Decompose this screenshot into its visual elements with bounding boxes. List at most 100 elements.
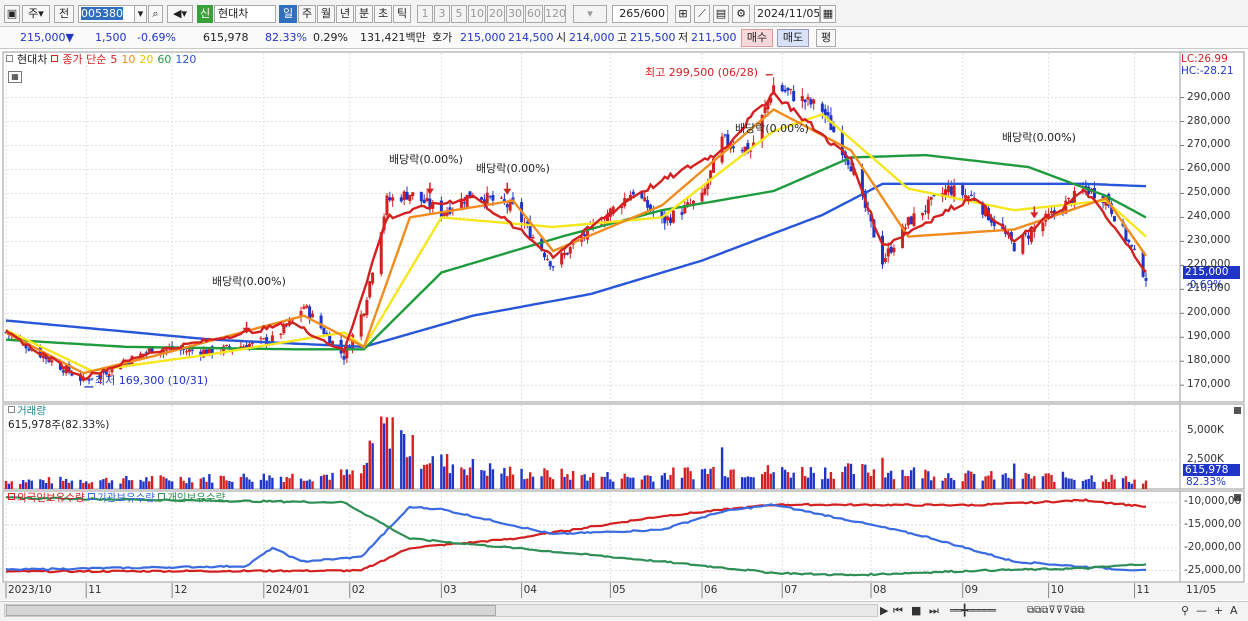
table-icon[interactable]: ▦	[8, 71, 22, 83]
period-button-5[interactable]: 초	[374, 5, 392, 23]
volume-bar	[351, 470, 354, 489]
volume-close-icon[interactable]	[1234, 407, 1241, 414]
period-button-6[interactable]: 틱	[393, 5, 411, 23]
candle-body	[431, 202, 435, 209]
volume-bar	[42, 480, 45, 489]
volume-value: 615,978	[203, 31, 249, 44]
volume-bar	[259, 479, 263, 489]
legend-ma60: 60	[157, 53, 172, 66]
volume-bar	[245, 477, 248, 489]
period-button-0[interactable]: 일	[279, 5, 297, 23]
interval-button-10[interactable]: 10	[468, 5, 486, 23]
type-select[interactable]: 주▾	[22, 5, 50, 23]
rewind-icon[interactable]: ⏮	[893, 604, 903, 617]
volume-bar	[752, 477, 755, 489]
candle-body	[1130, 244, 1134, 247]
x-tick-label: 08	[873, 584, 887, 596]
volume-bar	[540, 476, 543, 489]
volume-bar	[463, 469, 466, 489]
holding-close-icon[interactable]	[1234, 494, 1241, 501]
stock-code-input[interactable]: 005380	[78, 5, 136, 23]
stock-name-field[interactable]: 현대차	[214, 5, 276, 23]
volume-bar	[362, 465, 366, 489]
zoom-out-icon[interactable]: ⚲	[1181, 604, 1190, 617]
sound-icon[interactable]: ◀▾	[167, 5, 193, 23]
minus-icon[interactable]: —	[1196, 604, 1207, 617]
candle-body	[279, 333, 283, 336]
volume-bar	[881, 457, 884, 489]
interval-dropdown[interactable]: ▾	[573, 5, 607, 23]
date-field[interactable]: 2024/11/05	[754, 5, 820, 23]
interval-button-60[interactable]: 60	[525, 5, 543, 23]
interval-button-3[interactable]: 3	[434, 5, 450, 23]
font-size-icon[interactable]: A	[1230, 604, 1238, 617]
zoom-slider-icon[interactable]: ══╋═════	[950, 604, 996, 617]
period-button-1[interactable]: 주	[298, 5, 316, 23]
gear-icon[interactable]: ⚙	[732, 5, 750, 23]
calendar-icon[interactable]: ▦	[820, 5, 836, 23]
ma10-line	[5, 108, 1147, 375]
candle-body	[468, 191, 472, 198]
candle-body	[345, 346, 349, 359]
candle-body	[1092, 187, 1096, 199]
crosshair-icon[interactable]: ⊞	[675, 5, 691, 23]
volume-bar	[591, 472, 595, 489]
volume-bar	[1121, 478, 1125, 489]
volume-bar	[205, 481, 208, 489]
interval-button-20[interactable]: 20	[487, 5, 505, 23]
volume-bar	[683, 467, 687, 489]
volume-bar	[1007, 477, 1010, 489]
volume-bar	[85, 481, 88, 489]
fast-forward-icon[interactable]: ⏭	[929, 604, 939, 617]
candle-body	[620, 206, 624, 209]
institution-marker-icon	[87, 493, 95, 500]
scroll-thumb[interactable]	[6, 605, 496, 616]
interval-button-120[interactable]: 120	[544, 5, 566, 23]
eval-button[interactable]: 평	[816, 29, 836, 47]
prev-button[interactable]: 전	[54, 5, 74, 23]
candle-body	[600, 224, 604, 226]
candle-body	[740, 150, 744, 152]
candle-body	[207, 347, 211, 355]
save-icon[interactable]: ▤	[713, 5, 729, 23]
candle-body	[660, 211, 664, 219]
volume-bar	[486, 475, 489, 489]
count-field[interactable]: 265/600	[612, 5, 668, 23]
drawing-tools-icon[interactable]: ⧉⧉⧉⊽⊽⊽⧉⧉	[1027, 605, 1085, 616]
interval-button-30[interactable]: 30	[506, 5, 524, 23]
volume-bar	[952, 480, 956, 489]
volume-bar	[190, 482, 194, 489]
price-tick-label: 170,000	[1187, 378, 1231, 391]
candle-body	[150, 346, 154, 354]
play-icon[interactable]: ▶	[880, 604, 889, 617]
legend-ma20: 20	[139, 53, 154, 66]
trendline-icon[interactable]: ⟋	[694, 5, 710, 23]
volume-bar	[626, 476, 629, 489]
volume-bar	[391, 417, 394, 489]
window-menu-icon[interactable]: ▣	[4, 5, 20, 23]
pause-icon[interactable]: ■	[911, 604, 922, 617]
volume-bar	[846, 463, 850, 489]
sell-button[interactable]: 매도	[777, 29, 809, 47]
volume-bar	[359, 473, 363, 489]
candle-body	[428, 198, 432, 209]
code-dropdown-icon[interactable]: ▾	[134, 5, 147, 23]
volume-bar	[1013, 463, 1016, 489]
period-button-4[interactable]: 분	[355, 5, 373, 23]
price-tick-label: 190,000	[1187, 330, 1231, 343]
volume-bar	[1113, 479, 1116, 489]
plus-icon[interactable]: +	[1214, 604, 1224, 617]
ma-marker-icon	[51, 55, 59, 62]
interval-button-1[interactable]: 1	[417, 5, 433, 23]
dividend-arrow-head	[1030, 212, 1039, 219]
buy-button[interactable]: 매수	[741, 29, 773, 47]
panel-marker-icon	[6, 55, 13, 62]
period-button-3[interactable]: 년	[336, 5, 354, 23]
volume-bar	[603, 476, 606, 489]
volume-bar	[884, 477, 887, 489]
search-icon[interactable]: ⌕	[148, 5, 163, 23]
volume-bar	[783, 469, 787, 489]
period-button-2[interactable]: 월	[317, 5, 335, 23]
volume-bar	[781, 467, 784, 489]
interval-button-5[interactable]: 5	[451, 5, 467, 23]
